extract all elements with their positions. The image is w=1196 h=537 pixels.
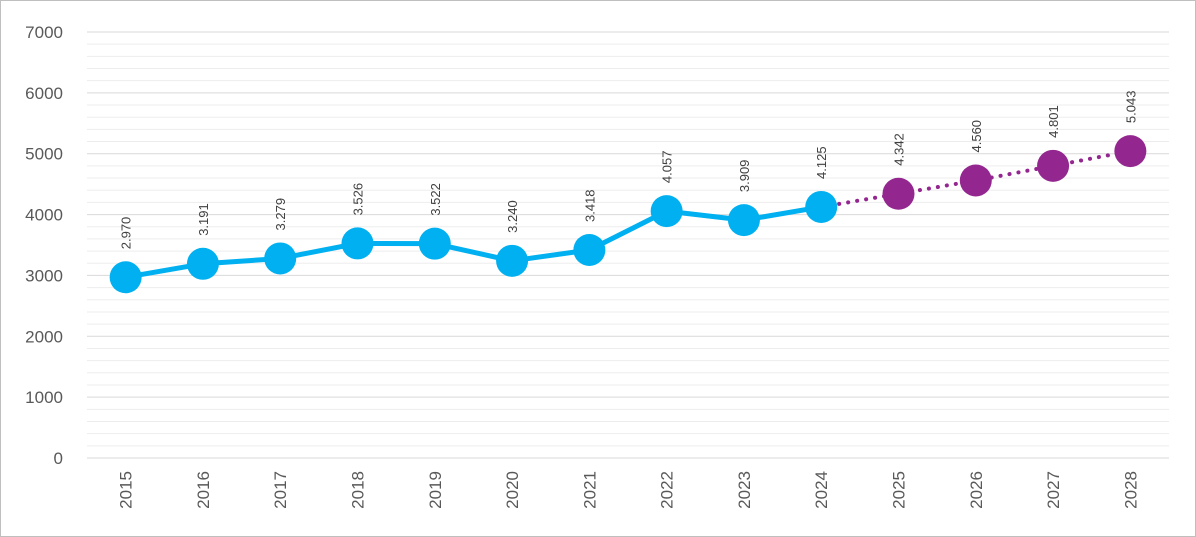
x-tick-label: 2022 — [658, 471, 677, 509]
x-tick-label: 2024 — [812, 471, 831, 509]
x-tick-label: 2019 — [426, 471, 445, 509]
x-tick-label: 2028 — [1121, 471, 1140, 509]
y-tick-label: 3000 — [25, 266, 63, 285]
data-labels: 2.970 3.191 3.279 3.526 3.522 3.240 3.418 4.057… — [119, 91, 1139, 250]
y-tick-label: 2000 — [25, 327, 63, 346]
data-label: 3.522 — [428, 183, 443, 216]
series-1-point — [650, 195, 683, 228]
series-1-point — [805, 190, 838, 223]
data-label: 3.191 — [196, 203, 211, 236]
y-tick-label: 5000 — [25, 145, 63, 164]
y-tick-label: 0 — [54, 449, 63, 468]
data-label: 3.526 — [351, 183, 366, 216]
data-label: 4.057 — [660, 151, 675, 184]
series-2-point — [959, 164, 992, 197]
series-2-point — [882, 177, 915, 210]
x-tick-label: 2026 — [967, 471, 986, 509]
x-tick-label: 2015 — [117, 471, 136, 509]
y-axis-ticks: 0 1000 2000 3000 4000 5000 6000 7000 — [25, 23, 63, 468]
series-1-point — [109, 261, 142, 294]
x-tick-label: 2018 — [349, 471, 368, 509]
data-label: 5.043 — [1123, 91, 1138, 124]
series-1-point — [573, 233, 606, 266]
x-tick-label: 2023 — [735, 471, 754, 509]
y-tick-label: 6000 — [25, 84, 63, 103]
series-2-point — [1037, 149, 1070, 182]
x-tick-label: 2027 — [1044, 471, 1063, 509]
x-tick-label: 2021 — [580, 471, 599, 509]
data-label: 4.560 — [969, 120, 984, 153]
data-label: 3.240 — [505, 200, 520, 233]
y-tick-label: 1000 — [25, 388, 63, 407]
y-tick-label: 4000 — [25, 206, 63, 225]
x-tick-label: 2017 — [271, 471, 290, 509]
data-label: 2.970 — [119, 217, 134, 250]
series-1-point — [341, 227, 374, 260]
x-tick-label: 2016 — [194, 471, 213, 509]
y-tick-label: 7000 — [25, 23, 63, 42]
series-1-point — [186, 247, 219, 280]
series-lines — [123, 149, 1133, 280]
series-points — [109, 135, 1147, 294]
data-label: 3.418 — [582, 189, 597, 222]
x-tick-label: 2020 — [503, 471, 522, 509]
series-1-line — [123, 204, 824, 280]
series-1-point — [727, 204, 760, 237]
series-1-point — [418, 227, 451, 260]
series-1-point — [496, 244, 529, 277]
series-2-point — [1114, 135, 1147, 168]
data-label: 4.125 — [814, 146, 829, 179]
x-tick-label: 2025 — [890, 471, 909, 509]
data-label: 3.909 — [737, 160, 752, 193]
data-label: 3.279 — [273, 198, 288, 231]
x-axis-ticks: 2015 2016 2017 2018 2019 2020 2021 2022 2023 2024… — [117, 471, 1141, 509]
gridlines — [87, 31, 1169, 459]
data-label: 4.801 — [1046, 105, 1061, 138]
series-1-point — [264, 242, 297, 275]
data-label: 4.342 — [892, 133, 907, 166]
